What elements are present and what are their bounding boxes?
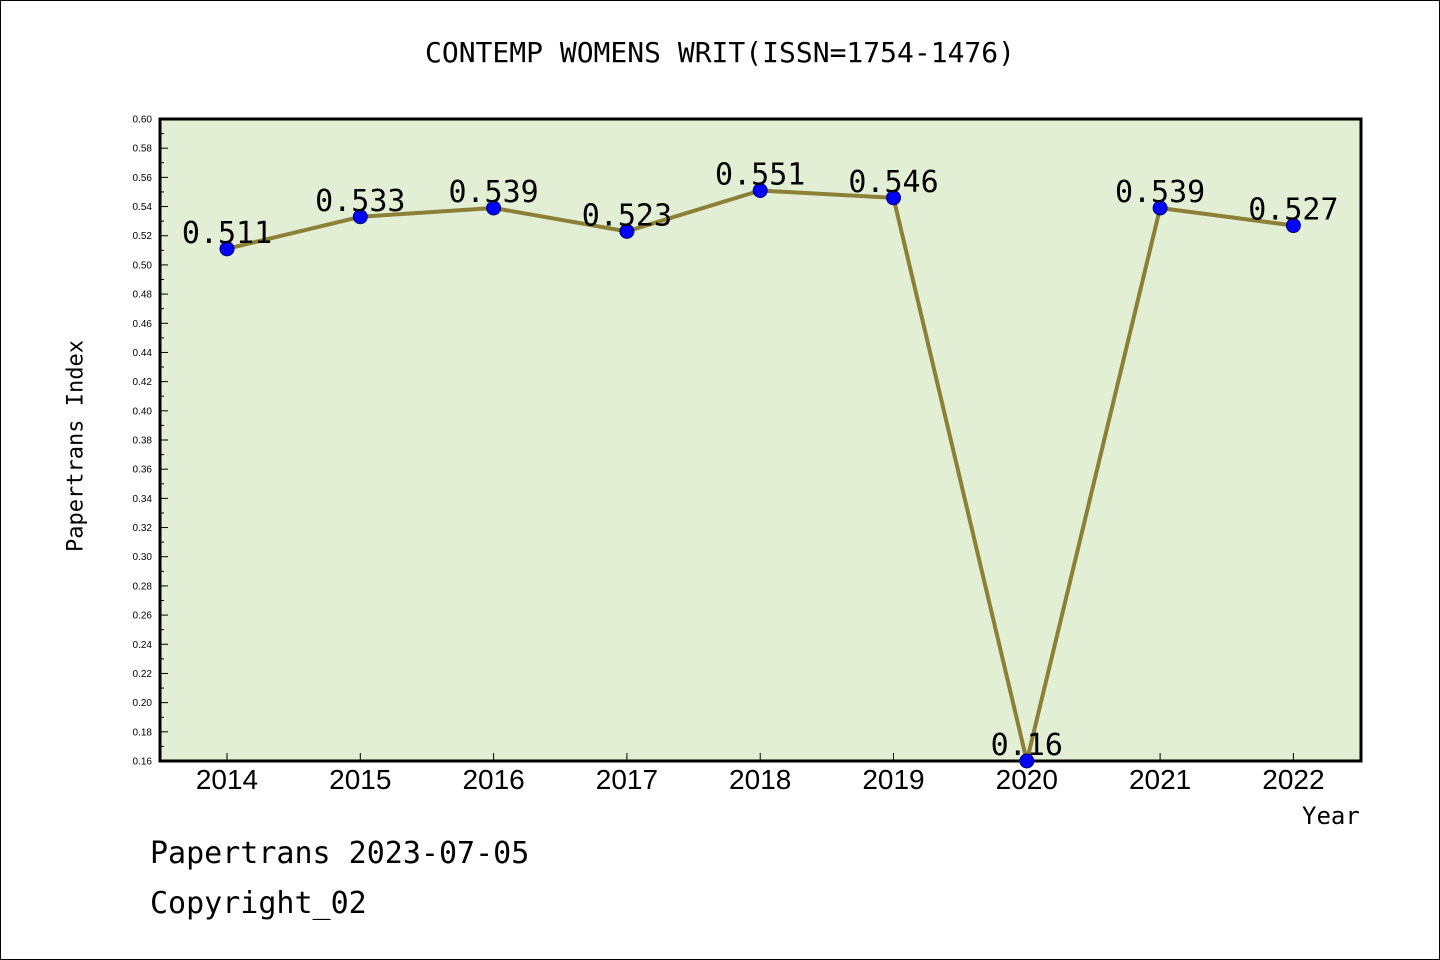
y-tick-label: 0.32 — [133, 523, 153, 534]
x-tick-label: 2015 — [329, 764, 391, 795]
y-tick-label: 0.42 — [133, 377, 153, 388]
plot-area — [160, 119, 1361, 761]
y-tick-label: 0.24 — [133, 640, 153, 651]
x-tick-label: 2014 — [196, 764, 258, 795]
y-tick-label: 0.52 — [133, 231, 153, 242]
data-point — [1019, 753, 1035, 769]
data-point — [1285, 218, 1301, 234]
data-point — [752, 182, 768, 198]
x-tick-label: 2021 — [1129, 764, 1191, 795]
y-tick-label: 0.30 — [133, 552, 153, 563]
data-label: 0.546 — [848, 165, 938, 200]
data-point — [1152, 200, 1168, 216]
y-tick-label: 0.58 — [133, 144, 153, 155]
y-tick-label: 0.60 — [133, 115, 153, 126]
data-label: 0.511 — [182, 216, 272, 251]
data-point — [486, 200, 502, 216]
y-tick-label: 0.26 — [133, 611, 153, 622]
x-tick-label: 2022 — [1262, 764, 1324, 795]
y-tick-label: 0.20 — [133, 698, 153, 709]
y-tick-label: 0.16 — [133, 757, 153, 768]
plot-border — [158, 117, 1363, 763]
data-label: 0.527 — [1248, 193, 1338, 228]
data-label: 0.539 — [448, 175, 538, 210]
y-tick-label: 0.22 — [133, 669, 153, 680]
y-tick-label: 0.18 — [133, 727, 153, 738]
data-label: 0.533 — [315, 184, 405, 219]
y-tick-label: 0.38 — [133, 436, 153, 447]
data-label: 0.16 — [991, 728, 1063, 763]
y-tick-label: 0.54 — [133, 202, 153, 213]
x-tick-label: 2017 — [596, 764, 658, 795]
y-tick-label: 0.46 — [133, 319, 153, 330]
footer-copyright: Copyright_02 — [150, 886, 367, 921]
y-tick-label: 0.36 — [133, 465, 153, 476]
x-axis-label: Year — [1302, 802, 1360, 830]
data-label: 0.523 — [582, 198, 672, 233]
footer-date-text: Papertrans 2023-07-05 — [150, 836, 530, 871]
y-tick-label: 0.40 — [133, 406, 153, 417]
x-tick-label: 2018 — [729, 764, 791, 795]
data-point — [352, 209, 368, 225]
x-tick-label: 2016 — [462, 764, 524, 795]
data-point — [886, 190, 901, 206]
x-tick-label: 2019 — [862, 764, 924, 795]
y-tick-label: 0.56 — [133, 173, 153, 184]
chart-title: CONTEMP WOMENS WRIT(ISSN=1754-1476) — [424, 36, 1015, 69]
data-point — [619, 223, 635, 239]
x-tick-label: 2020 — [996, 764, 1058, 795]
y-tick-label: 0.34 — [133, 494, 153, 505]
data-label: 0.539 — [1115, 175, 1205, 210]
y-tick-label: 0.48 — [133, 290, 153, 301]
data-point — [219, 241, 235, 257]
y-tick-label: 0.28 — [133, 581, 153, 592]
data-label: 0.551 — [715, 157, 805, 192]
y-tick-label: 0.50 — [133, 260, 153, 271]
y-tick-label: 0.44 — [133, 348, 153, 359]
